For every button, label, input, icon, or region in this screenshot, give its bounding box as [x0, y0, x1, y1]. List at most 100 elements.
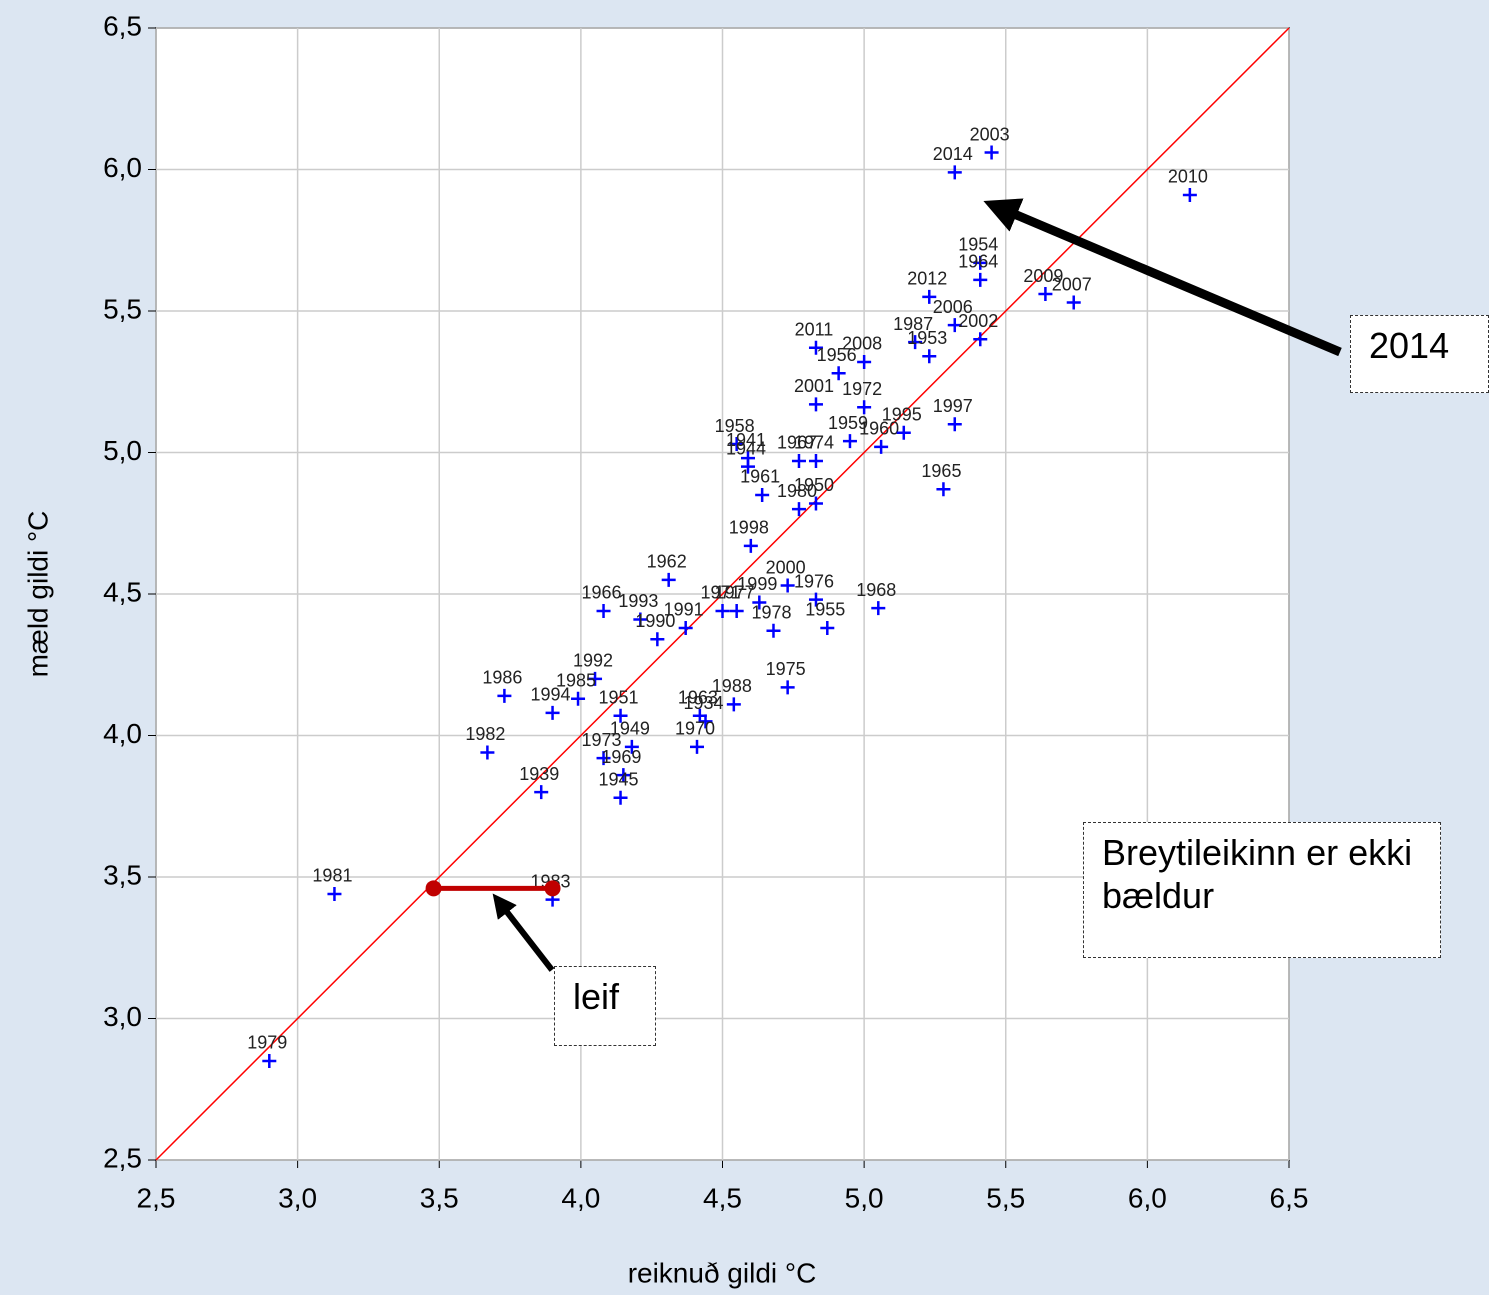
point	[791, 502, 806, 517]
point	[808, 496, 823, 511]
point	[327, 886, 342, 901]
point	[661, 572, 676, 587]
point	[808, 340, 823, 355]
point-label: 1985	[556, 670, 596, 690]
x-tick-label: 2,5	[137, 1182, 176, 1213]
point-label: 2000	[766, 557, 806, 577]
point-label: 1990	[635, 611, 675, 631]
point	[616, 768, 631, 783]
x-tick-label: 6,0	[1128, 1182, 1167, 1213]
point-label: 2010	[1168, 167, 1208, 187]
point-label: 1974	[794, 433, 834, 453]
y-tick-label: 6,5	[103, 10, 142, 41]
point	[497, 688, 512, 703]
point	[820, 620, 835, 635]
annotation-arrow	[983, 198, 1342, 357]
point	[1182, 187, 1197, 202]
point	[715, 603, 730, 618]
point-label: 2014	[933, 144, 973, 164]
y-tick-label: 6,0	[103, 152, 142, 183]
point	[780, 680, 795, 695]
point-label: 1964	[958, 252, 998, 272]
point	[729, 603, 744, 618]
point	[678, 620, 693, 635]
point	[947, 417, 962, 432]
y-tick-label: 5,0	[103, 435, 142, 466]
point-label: 1991	[664, 600, 704, 620]
point-label: 2009	[1023, 266, 1063, 286]
point-label: 1944	[726, 438, 766, 458]
point	[534, 785, 549, 800]
y-tick-label: 4,0	[103, 718, 142, 749]
point-label: 1979	[247, 1033, 287, 1053]
y-tick-label: 3,0	[103, 1001, 142, 1032]
point	[922, 349, 937, 364]
point-label: 1966	[582, 583, 622, 603]
x-tick-label: 5,0	[845, 1182, 884, 1213]
point	[908, 335, 923, 350]
point	[857, 354, 872, 369]
x-tick-label: 5,5	[986, 1182, 1025, 1213]
y-tick-label: 3,5	[103, 859, 142, 890]
x-tick-label: 4,5	[703, 1182, 742, 1213]
point	[922, 289, 937, 304]
point-label: 1980	[777, 481, 817, 501]
point-label: 1963	[678, 687, 718, 707]
point-label: 1977	[715, 583, 755, 603]
point-label: 2006	[933, 297, 973, 317]
point-label: 1959	[828, 413, 868, 433]
point-label: 2007	[1052, 274, 1092, 294]
point	[729, 437, 744, 452]
point-label: 1967	[777, 433, 817, 453]
point	[690, 739, 705, 754]
point-label: 1968	[856, 580, 896, 600]
point-label: 1999	[737, 574, 777, 594]
point	[973, 255, 988, 270]
x-tick-label: 6,5	[1270, 1182, 1309, 1213]
y-axis-title: mæld gildi °C	[22, 511, 53, 678]
annotation-box: leif	[554, 966, 656, 1046]
point-label: 2003	[970, 124, 1010, 144]
point	[624, 739, 639, 754]
point	[973, 272, 988, 287]
point-label: 2001	[794, 376, 834, 396]
point-label: 2002	[958, 311, 998, 331]
point	[480, 745, 495, 760]
point	[808, 397, 823, 412]
point	[755, 487, 770, 502]
point	[973, 332, 988, 347]
point	[766, 623, 781, 638]
point	[984, 145, 999, 160]
point	[936, 482, 951, 497]
point-label: 1941	[726, 430, 766, 450]
y-tick-label: 5,5	[103, 293, 142, 324]
point	[740, 459, 755, 474]
annotation-box: 2014	[1350, 315, 1489, 393]
point-label: 1993	[618, 591, 658, 611]
point	[613, 790, 628, 805]
point	[596, 751, 611, 766]
x-axis-title: reiknuð gildi °C	[628, 1257, 817, 1288]
annotation-box: Breytileikinn er ekki bældur	[1083, 822, 1441, 958]
point-label: 2008	[842, 334, 882, 354]
point-label: 1949	[610, 719, 650, 739]
point-label: 1969	[601, 747, 641, 767]
point-label: 1987	[893, 314, 933, 334]
point	[842, 434, 857, 449]
point-label: 1982	[465, 724, 505, 744]
point-label: 1951	[599, 687, 639, 707]
point	[743, 538, 758, 553]
point-label: 1972	[842, 379, 882, 399]
point	[947, 165, 962, 180]
point	[808, 592, 823, 607]
point-label: 1954	[958, 235, 998, 255]
point-label: 1971	[700, 583, 740, 603]
point	[947, 318, 962, 333]
point	[831, 366, 846, 381]
point	[698, 714, 713, 729]
point-label: 1978	[751, 603, 791, 623]
point	[596, 603, 611, 618]
point-label: 1981	[312, 866, 352, 886]
